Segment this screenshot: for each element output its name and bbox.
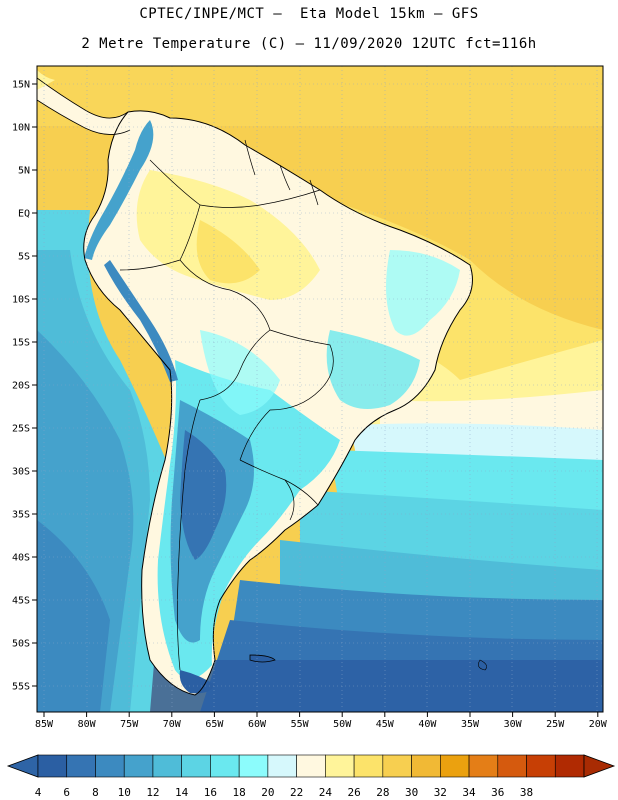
pacific-field-10 [37, 520, 110, 712]
lat-tick-label: 5S [18, 252, 30, 263]
colorbar-under-arrow [6, 754, 39, 778]
lat-tick-label: 15S [12, 338, 30, 349]
southeast-field-18 [326, 330, 420, 409]
lat-tick-label: 45S [12, 596, 30, 607]
lat-tick-label: 10S [12, 295, 30, 306]
colorbar-swatch [554, 754, 585, 778]
colorbar-label: 24 [319, 786, 333, 799]
colorbar-label: 10 [118, 786, 131, 799]
island-field [478, 660, 487, 670]
northeast-field-18 [386, 250, 460, 336]
lon-tick-label: 85W [35, 719, 54, 730]
colorbar-swatch [181, 754, 211, 778]
map-frame [36, 65, 604, 713]
lon-tick-label: 20W [589, 719, 608, 730]
lat-tick-label: 35S [12, 510, 30, 521]
lat-tick-label: 10N [12, 123, 30, 134]
colorbar-label: 36 [491, 786, 504, 799]
colorbar-swatch [353, 754, 384, 778]
falklands-field [250, 655, 275, 662]
continent-field-24 [136, 170, 320, 300]
colorbar-label: 6 [63, 786, 70, 799]
lon-tick-label: 45W [376, 719, 395, 730]
colorbar-label: 32 [434, 786, 447, 799]
colorbar-swatch [123, 754, 154, 778]
central-america-coastline [37, 77, 131, 135]
colorbar-swatch [37, 754, 68, 778]
colorbar-label: 16 [204, 786, 217, 799]
colorbar-swatch [325, 754, 355, 778]
mexico-field [37, 70, 55, 90]
colorbar-label: 8 [92, 786, 99, 799]
colorbar-label: 28 [376, 786, 389, 799]
colorbar-swatch [296, 754, 326, 778]
colorbar-swatch [238, 754, 269, 778]
colorbar-swatch [210, 754, 240, 778]
falklands-coastline [249, 654, 276, 663]
lon-tick-label: 70W [163, 719, 182, 730]
colorbar-swatch [152, 754, 182, 778]
lon-tick-label: 60W [248, 719, 267, 730]
continent-field-26 [196, 220, 260, 284]
lon-tick-label: 40W [418, 719, 437, 730]
colorbar-label: 26 [347, 786, 360, 799]
lat-tick-label: 55S [12, 682, 30, 693]
colorbar-swatch [267, 754, 297, 778]
country-borders [119, 139, 334, 671]
lon-tick-label: 30W [504, 719, 523, 730]
central-america-field [37, 78, 130, 135]
latitude-axis: 15N 10N 5N EQ 5S 10S 15S 20S 25S 30S 35S 40S 45S 50S 5… [12, 80, 37, 693]
lat-tick-label: 30S [12, 467, 30, 478]
map-title-line-2: 2 Metre Temperature (C) – 11/09/2020 12U… [81, 36, 537, 52]
lat-tick-label: EQ [18, 209, 30, 220]
colorbar-swatch [411, 754, 441, 778]
island-coastline [478, 659, 487, 671]
lon-tick-label: 75W [120, 719, 139, 730]
andes-field-north [84, 120, 154, 260]
map-title-line-1: CPTEC/INPE/MCT – Eta Model 15km – GFS [139, 6, 479, 22]
colorbar-over-arrow [583, 754, 616, 778]
colorbar: 4 6 8 10 12 14 16 18 20 22 24 26 28 30 32 34 36 38 [6, 754, 616, 799]
colorbar-swatch [66, 754, 96, 778]
colorbar-swatch [382, 754, 412, 778]
lon-tick-label: 55W [291, 719, 310, 730]
colorbar-swatch [526, 754, 556, 778]
lon-tick-label: 50W [333, 719, 352, 730]
colorbar-swatch [497, 754, 527, 778]
colorbar-label: 14 [175, 786, 189, 799]
andes-field-central [104, 260, 178, 382]
lat-tick-label: 25S [12, 424, 30, 435]
continent-field-8 [180, 430, 227, 560]
colorbar-label: 20 [261, 786, 274, 799]
colorbar-label: 4 [35, 786, 42, 799]
longitude-axis: 85W 80W 75W 70W 65W 60W 55W 50W 45W 40W 35W 30W 25W 2… [35, 712, 608, 730]
lat-tick-label: 20S [12, 381, 30, 392]
colorbar-swatch [440, 754, 470, 778]
lat-tick-label: 15N [12, 80, 30, 91]
lat-tick-label: 50S [12, 639, 30, 650]
tierra-del-fuego-field [179, 670, 215, 694]
colorbar-label: 12 [146, 786, 159, 799]
colorbar-swatch [468, 754, 499, 778]
colorbar-label: 22 [290, 786, 303, 799]
colorbar-label: 38 [520, 786, 533, 799]
lon-tick-label: 80W [78, 719, 97, 730]
lat-tick-label: 5N [18, 166, 30, 177]
map-field [37, 66, 603, 712]
colorbar-swatch [95, 754, 125, 778]
lat-tick-label: 40S [12, 553, 30, 564]
colorbar-label: 34 [462, 786, 476, 799]
interior-field-18 [200, 330, 280, 415]
south-america-coastline [83, 110, 473, 696]
colorbar-label: 30 [405, 786, 418, 799]
lon-tick-label: 65W [205, 719, 224, 730]
colorbar-label: 18 [233, 786, 246, 799]
lon-tick-label: 35W [461, 719, 480, 730]
lon-tick-label: 25W [546, 719, 565, 730]
